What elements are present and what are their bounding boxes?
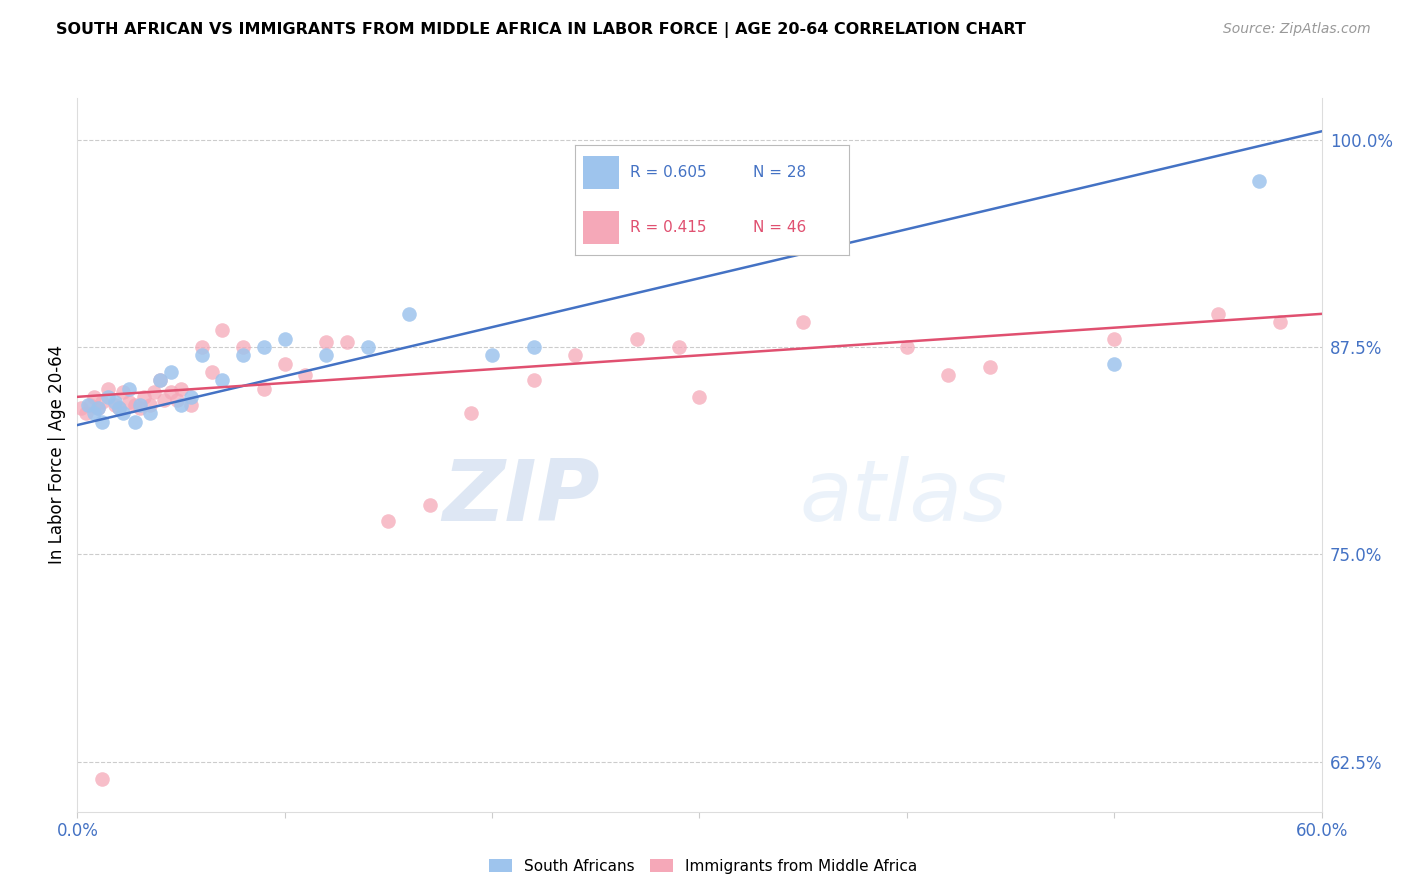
Point: [274, 357, 297, 371]
Point: [315, 348, 337, 362]
Point: [191, 340, 214, 354]
Point: [79, 398, 101, 412]
Point: [87, 401, 110, 416]
Point: [97, 390, 120, 404]
Point: [294, 368, 316, 383]
Bar: [583, 155, 619, 189]
Point: [336, 334, 359, 349]
Point: [111, 384, 134, 399]
Point: [1206, 307, 1229, 321]
Point: [232, 348, 254, 362]
Point: [149, 373, 172, 387]
Point: [139, 406, 162, 420]
Point: [689, 390, 711, 404]
Point: [87, 401, 110, 416]
Point: [83, 390, 105, 404]
Point: [76, 398, 98, 412]
Point: [104, 394, 127, 409]
Point: [211, 373, 233, 387]
Point: [91, 772, 114, 786]
Point: [792, 315, 814, 329]
Point: [377, 514, 399, 528]
Text: SOUTH AFRICAN VS IMMIGRANTS FROM MIDDLE AFRICA IN LABOR FORCE | AGE 20-64 CORREL: SOUTH AFRICAN VS IMMIGRANTS FROM MIDDLE …: [56, 22, 1026, 38]
Point: [149, 373, 172, 387]
Point: [166, 393, 188, 408]
Text: N = 46: N = 46: [754, 220, 806, 235]
Point: [124, 398, 146, 412]
Point: [419, 498, 441, 512]
Point: [460, 406, 482, 420]
Point: [118, 394, 141, 409]
Point: [357, 340, 380, 354]
Text: ZIP: ZIP: [443, 456, 600, 540]
Point: [668, 340, 690, 354]
Point: [139, 398, 162, 412]
Point: [398, 307, 420, 321]
Point: [274, 332, 297, 346]
Point: [180, 390, 202, 404]
Point: [159, 384, 181, 399]
Point: [97, 382, 120, 396]
Text: atlas: atlas: [799, 456, 1007, 540]
Point: [153, 393, 176, 408]
Point: [170, 398, 193, 412]
Text: N = 28: N = 28: [754, 165, 806, 179]
Point: [564, 348, 586, 362]
Point: [143, 384, 166, 399]
Point: [315, 334, 337, 349]
Point: [253, 340, 276, 354]
Point: [523, 340, 546, 354]
Point: [523, 373, 546, 387]
Point: [979, 359, 1001, 374]
Y-axis label: In Labor Force | Age 20-64: In Labor Force | Age 20-64: [48, 345, 66, 565]
Text: R = 0.605: R = 0.605: [630, 165, 706, 179]
Point: [1249, 174, 1271, 188]
Point: [83, 406, 105, 420]
Legend: South Africans, Immigrants from Middle Africa: South Africans, Immigrants from Middle A…: [482, 853, 924, 880]
Point: [118, 382, 141, 396]
Text: R = 0.415: R = 0.415: [630, 220, 706, 235]
Point: [108, 401, 131, 416]
Text: Source: ZipAtlas.com: Source: ZipAtlas.com: [1223, 22, 1371, 37]
Point: [1104, 332, 1126, 346]
Point: [896, 340, 918, 354]
Point: [108, 401, 131, 416]
Point: [91, 394, 114, 409]
Point: [211, 323, 233, 337]
Point: [1270, 315, 1292, 329]
Point: [75, 406, 97, 420]
Point: [180, 398, 202, 412]
Point: [124, 415, 146, 429]
Point: [191, 348, 214, 362]
Bar: [583, 211, 619, 244]
Point: [481, 348, 503, 362]
Point: [132, 390, 155, 404]
Point: [128, 398, 150, 412]
Point: [70, 401, 93, 416]
Point: [159, 365, 181, 379]
Point: [938, 368, 960, 383]
Point: [232, 340, 254, 354]
Point: [253, 382, 276, 396]
Point: [111, 406, 134, 420]
Point: [104, 398, 127, 412]
Point: [170, 382, 193, 396]
Point: [1104, 357, 1126, 371]
Point: [91, 415, 114, 429]
Point: [201, 365, 224, 379]
Point: [128, 401, 150, 416]
Point: [626, 332, 648, 346]
